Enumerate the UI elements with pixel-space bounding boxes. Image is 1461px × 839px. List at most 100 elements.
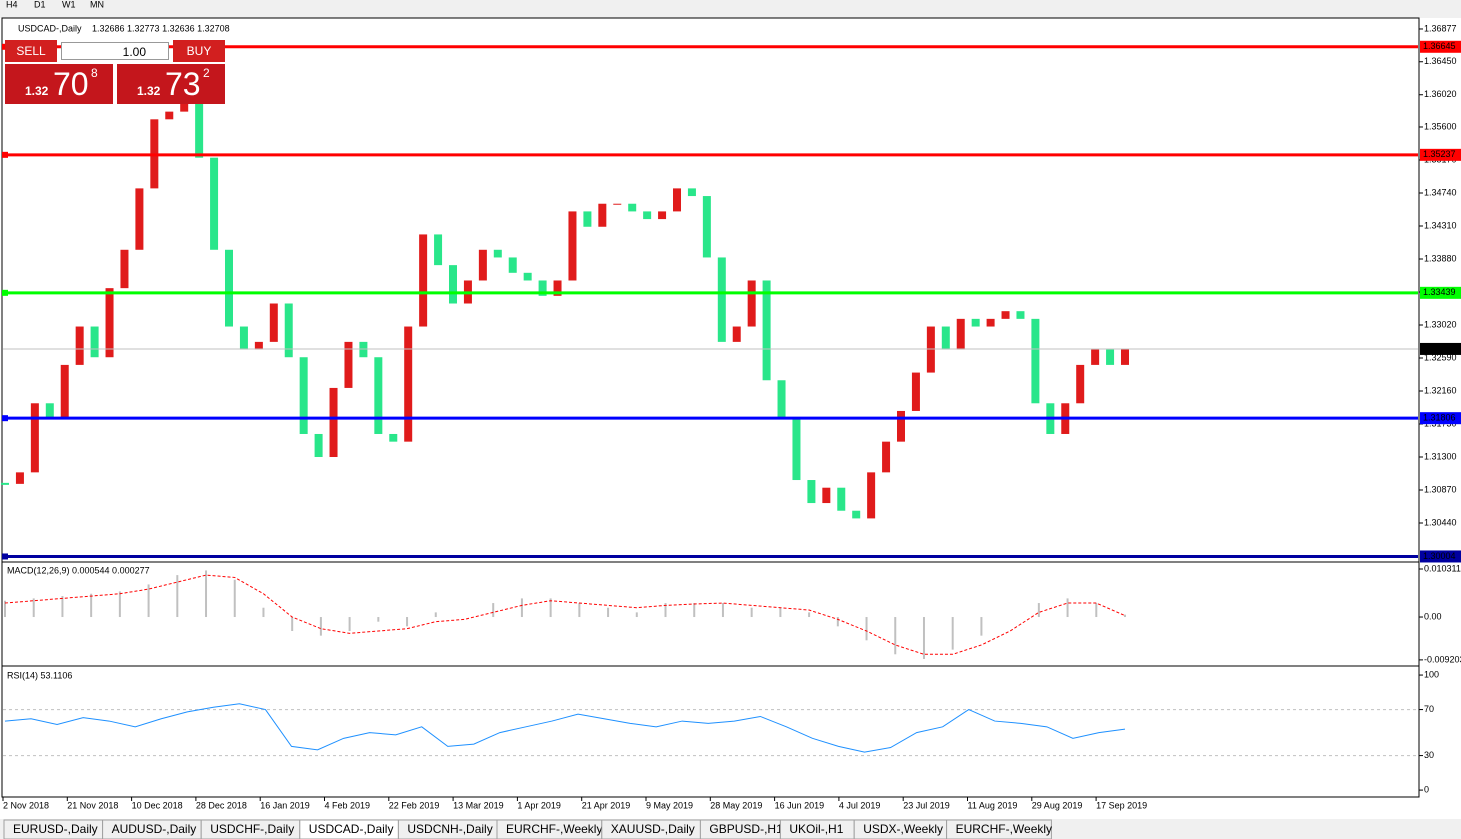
candle-body [777, 380, 786, 419]
candle-body [449, 265, 457, 304]
timeframe-button[interactable]: H4 [6, 0, 18, 9]
macd-bar [90, 593, 93, 618]
candle-body [553, 280, 562, 296]
y-tick-label: 1.36877 [1424, 23, 1457, 33]
y-tick-label: 1.30870 [1424, 484, 1457, 494]
candle-body [568, 211, 577, 281]
candle-body [762, 280, 771, 381]
symbol-tab-label: USDX-,Weekly [863, 822, 943, 836]
sell-price[interactable]: 1.32 70 8 [5, 64, 113, 104]
candle-body [628, 203, 637, 212]
symbol-tab-label: EURUSD-,Daily [13, 822, 98, 836]
macd-bar [808, 612, 811, 618]
symbol-tab[interactable] [946, 819, 1052, 839]
y-tick-label: 1.36020 [1424, 89, 1457, 99]
level-label: 1.35237 [1423, 149, 1456, 159]
candle-body [538, 280, 547, 296]
candle-body [105, 288, 114, 358]
buy-price[interactable]: 1.32 73 2 [117, 64, 225, 104]
candle-body [284, 303, 293, 358]
y-tick-label: 1.30440 [1424, 517, 1457, 527]
candle-body [792, 418, 801, 481]
symbol-tab-label: UKOil-,H1 [789, 822, 843, 836]
candle-body [897, 410, 905, 442]
y-tick-label: 1.35600 [1424, 121, 1457, 131]
macd-bar [233, 579, 236, 618]
y-tick-label: 100 [1424, 669, 1439, 679]
macd-bar [176, 575, 179, 618]
timeframe-button[interactable]: D1 [34, 0, 46, 9]
macd-bar [635, 612, 638, 618]
candle-body [359, 341, 368, 358]
current-price-box [1420, 342, 1461, 355]
x-tick-label: 11 Aug 2019 [968, 800, 1018, 810]
candle-body [1016, 311, 1025, 319]
candle-body [911, 372, 920, 411]
candle-body [822, 487, 831, 504]
macd-bar [664, 603, 667, 618]
candle-body [225, 249, 233, 327]
macd-bar [549, 598, 552, 618]
candle-body [523, 272, 532, 281]
candle-body [1091, 349, 1100, 365]
candle-body [1031, 318, 1040, 404]
macd-bar [147, 584, 150, 618]
sell-button[interactable]: SELL [5, 40, 57, 62]
x-tick-label: 28 May 2019 [710, 800, 762, 810]
macd-bar [262, 607, 265, 618]
level-label-box [1420, 286, 1461, 299]
signal-line [4, 574, 1126, 655]
y-tick-label: 0 [1424, 784, 1429, 794]
candle-body [75, 326, 84, 365]
symbol-tab-label: USDCNH-,Daily [407, 822, 492, 836]
candle-body [344, 341, 353, 388]
macd-bar [492, 603, 495, 618]
x-tick-label: 1 Apr 2019 [517, 800, 561, 810]
level-label: 1.30004 [1423, 551, 1456, 561]
x-tick-label: 23 Jul 2019 [903, 800, 950, 810]
symbol-tab-label: AUDUSD-,Daily [112, 822, 197, 836]
buy-button[interactable]: BUY [173, 40, 225, 62]
timeframe-button[interactable]: MN [90, 0, 104, 9]
timeframe-button[interactable]: W1 [62, 0, 76, 9]
candle-body [419, 234, 428, 327]
macd-bar [291, 617, 294, 631]
macd-bar [205, 570, 208, 618]
level-handle [2, 415, 8, 422]
level-label-box [1420, 412, 1461, 425]
x-tick-label: 17 Sep 2019 [1096, 800, 1147, 810]
candle-body [195, 96, 204, 158]
rsi-line [4, 703, 1126, 753]
candle-body [1076, 364, 1085, 404]
candle-body [882, 441, 891, 473]
macd-bar [750, 607, 753, 618]
candle-body [673, 188, 681, 212]
candle-body [941, 326, 950, 350]
y-tick-label: 1.32590 [1424, 352, 1457, 362]
current-price-label: 1.32708 [1423, 343, 1456, 353]
lots-input[interactable]: 1.00 [61, 42, 169, 60]
level-label-box [1420, 550, 1461, 563]
macd-bar [980, 617, 983, 636]
candle-body [254, 341, 263, 350]
macd-bar [894, 617, 897, 655]
x-tick-label: 28 Dec 2018 [196, 800, 247, 810]
chart-title: USDCAD-,Daily [18, 23, 82, 33]
price-sup: 2 [203, 66, 210, 80]
price-main: 70 [53, 66, 89, 102]
candle-body [732, 326, 741, 342]
trade-panel: SELL 1.00 BUY 1.32 70 8 1.32 73 2 [5, 40, 225, 105]
candle-body [165, 111, 174, 120]
level-label: 1.36645 [1423, 41, 1456, 51]
macd-bar [118, 591, 121, 618]
x-tick-label: 10 Dec 2018 [132, 800, 183, 810]
macd-bar [578, 603, 581, 618]
candle-body [404, 326, 413, 442]
symbol-tab-label: GBPUSD-,H1 [709, 822, 783, 836]
y-tick-label: 1.34310 [1424, 220, 1457, 230]
candle-body [299, 357, 308, 434]
candle-body [1001, 311, 1010, 319]
x-tick-label: 21 Nov 2018 [67, 800, 118, 810]
